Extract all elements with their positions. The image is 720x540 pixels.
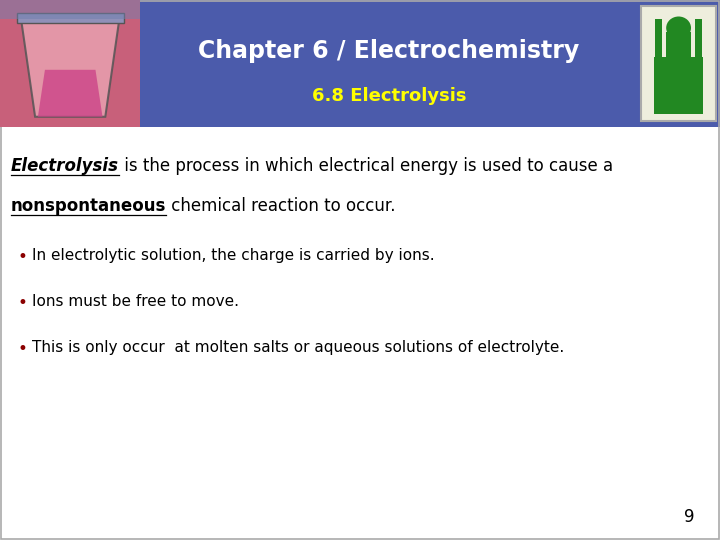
Text: 9: 9 <box>684 509 695 526</box>
Text: •: • <box>18 294 28 312</box>
Bar <box>655 19 662 57</box>
Bar <box>654 57 703 114</box>
Polygon shape <box>21 19 120 117</box>
Bar <box>0 0 720 127</box>
Bar <box>666 32 691 57</box>
Bar <box>696 19 702 57</box>
Bar <box>17 12 124 23</box>
Text: nonspontaneous: nonspontaneous <box>11 197 166 215</box>
Ellipse shape <box>666 17 691 39</box>
Text: Chapter 6 / Electrochemistry: Chapter 6 / Electrochemistry <box>198 39 580 63</box>
Text: chemical reaction to occur.: chemical reaction to occur. <box>166 197 396 215</box>
Text: In electrolytic solution, the charge is carried by ions.: In electrolytic solution, the charge is … <box>32 248 435 264</box>
Text: 6.8 Electrolysis: 6.8 Electrolysis <box>312 87 466 105</box>
Text: Ions must be free to move.: Ions must be free to move. <box>32 294 239 309</box>
Polygon shape <box>38 70 102 117</box>
Text: This is only occur  at molten salts or aqueous solutions of electrolyte.: This is only occur at molten salts or aq… <box>32 340 564 355</box>
Text: is the process in which electrical energy is used to cause a: is the process in which electrical energ… <box>119 157 613 174</box>
Text: Electrolysis: Electrolysis <box>11 157 119 174</box>
Bar <box>0 0 140 19</box>
Text: •: • <box>18 340 28 358</box>
Text: •: • <box>18 248 28 266</box>
